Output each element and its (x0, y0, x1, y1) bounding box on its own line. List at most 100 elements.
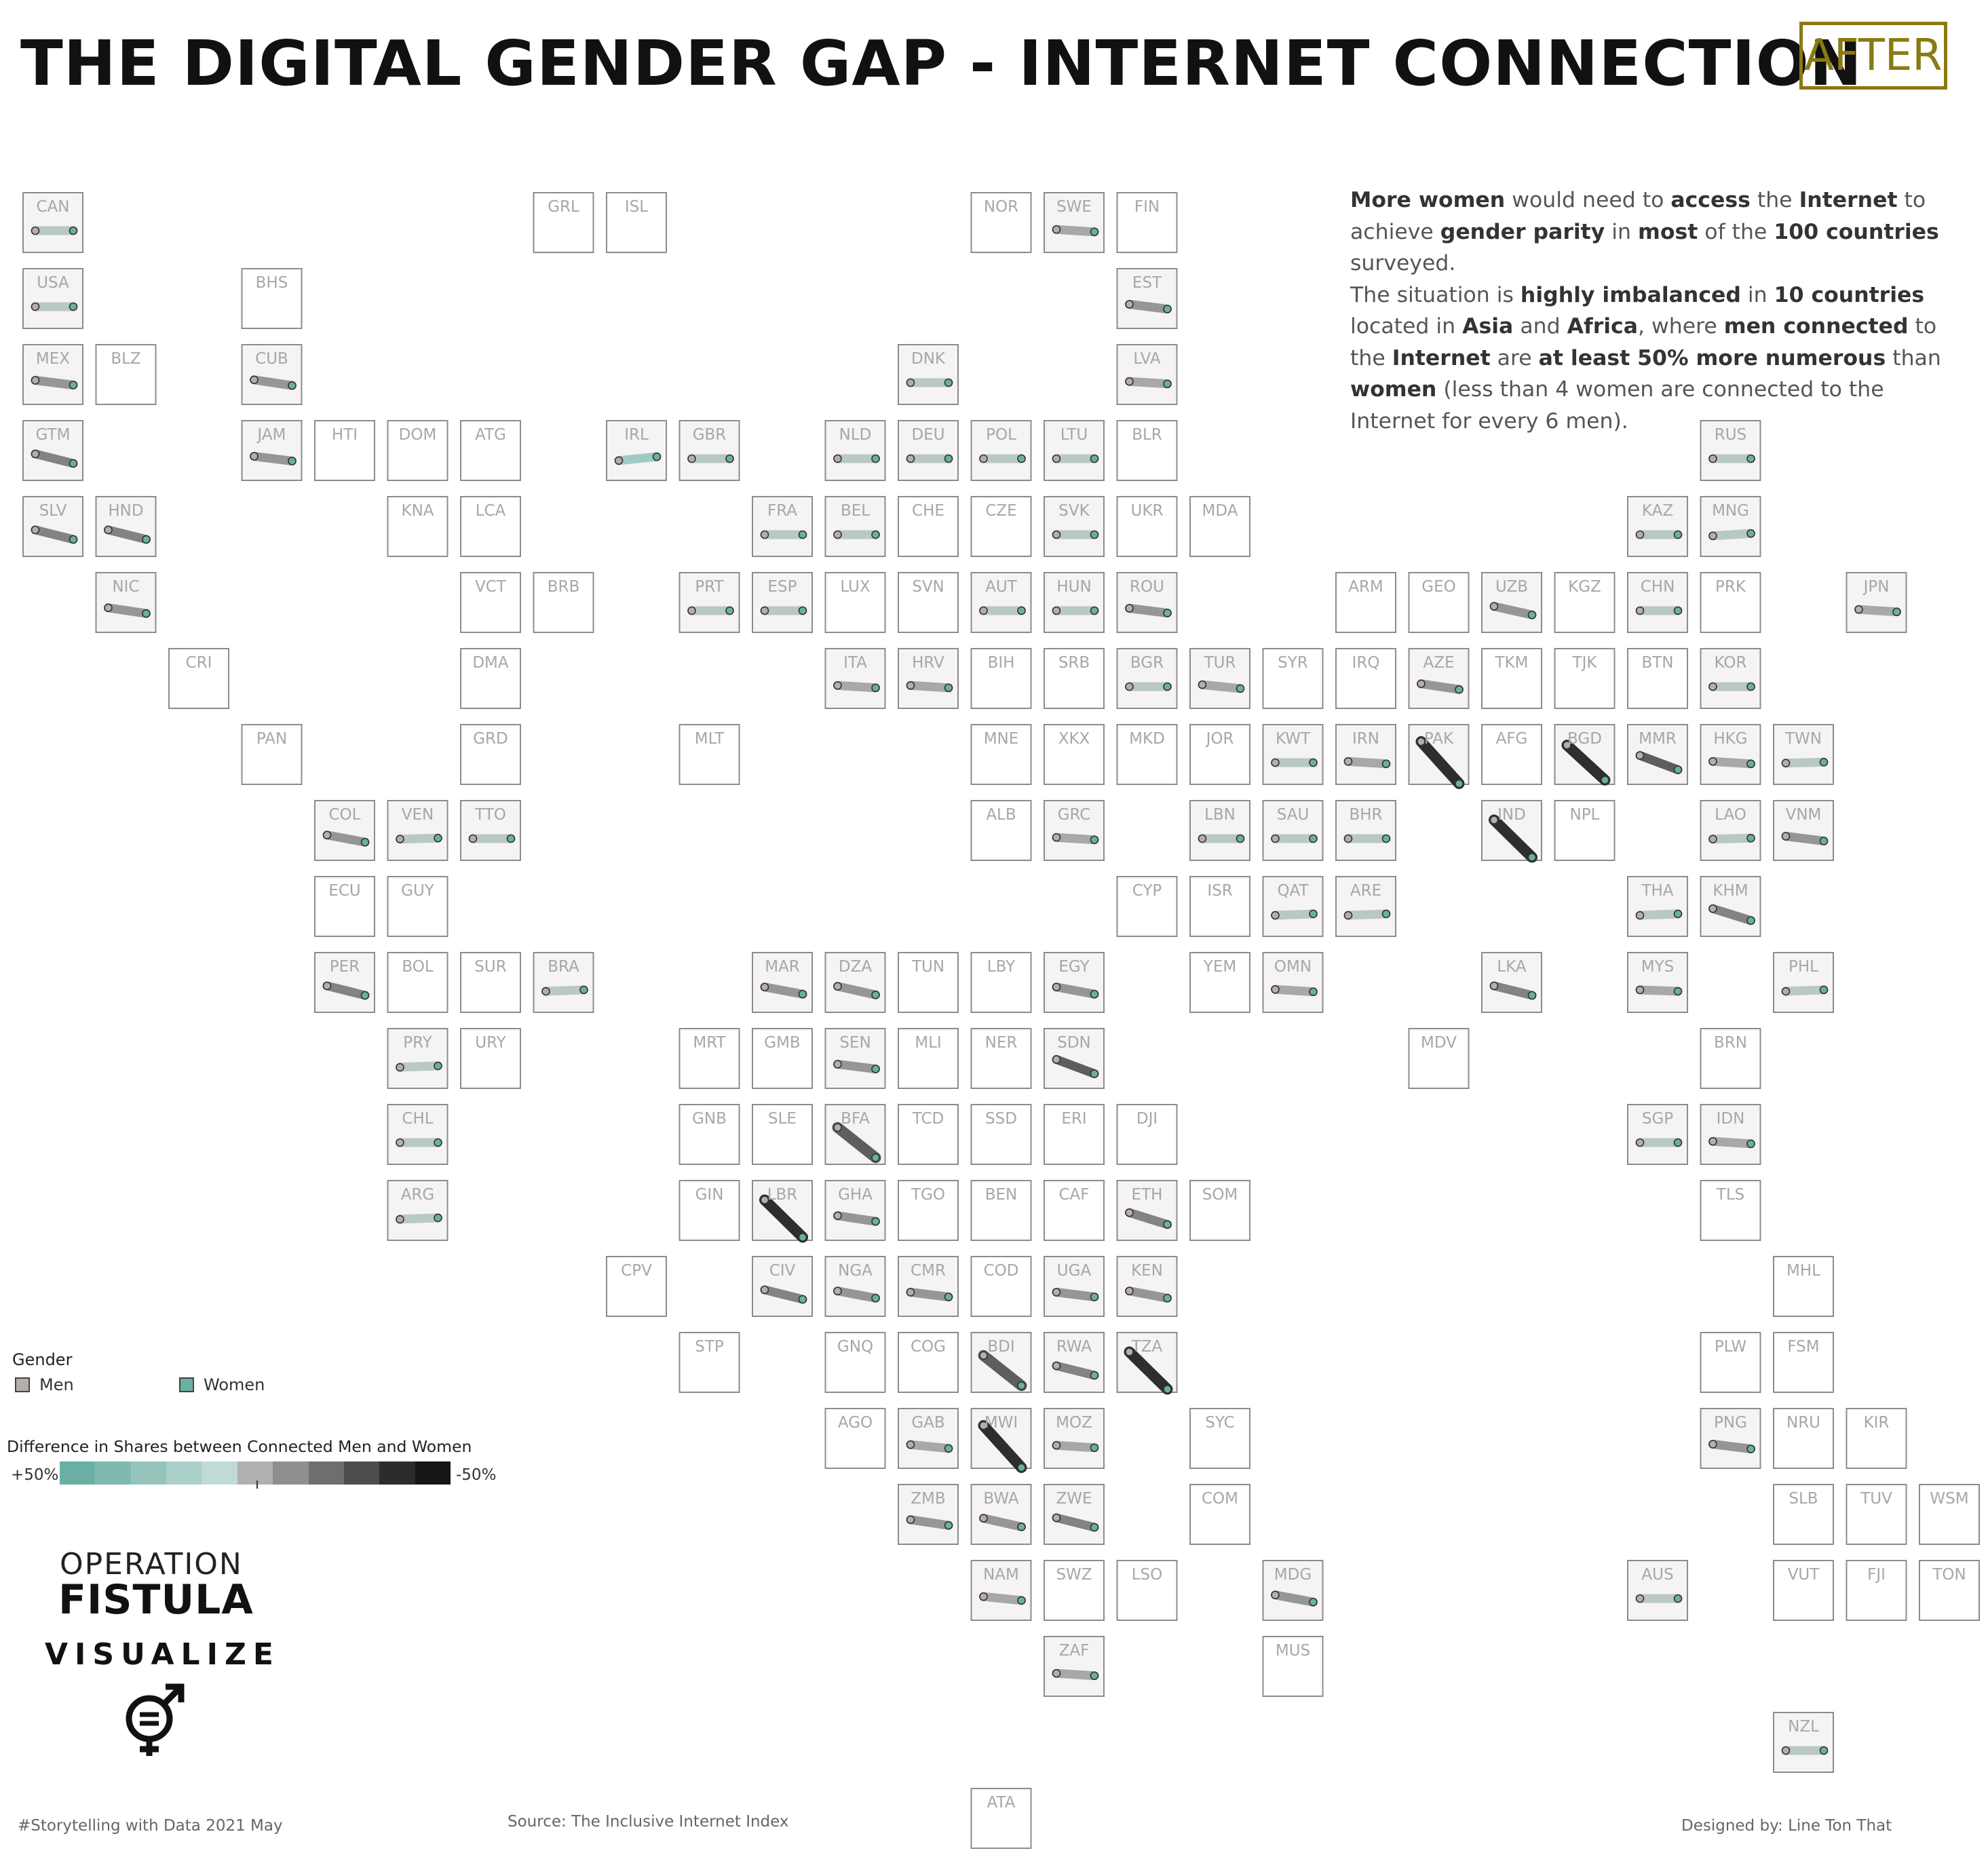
country-tile-can[interactable]: CAN (22, 192, 83, 253)
country-tile-cze[interactable]: CZE (970, 496, 1032, 557)
country-tile-per[interactable]: PER (314, 952, 375, 1013)
country-tile-gnq[interactable]: GNQ (824, 1332, 886, 1393)
country-tile-ton[interactable]: TON (1919, 1560, 1980, 1621)
country-tile-bra[interactable]: BRA (533, 952, 594, 1013)
country-tile-fin[interactable]: FIN (1116, 192, 1178, 253)
legend-item-men[interactable]: Men (15, 1375, 74, 1394)
country-tile-ago[interactable]: AGO (824, 1408, 886, 1469)
country-tile-mne[interactable]: MNE (970, 724, 1032, 785)
country-tile-nam[interactable]: NAM (970, 1560, 1032, 1621)
country-tile-vct[interactable]: VCT (460, 572, 521, 633)
country-tile-pan[interactable]: PAN (241, 724, 303, 785)
country-tile-usa[interactable]: USA (22, 268, 83, 329)
country-tile-tha[interactable]: THA (1627, 876, 1688, 937)
country-tile-mwi[interactable]: MWI (970, 1408, 1032, 1473)
country-tile-rwa[interactable]: RWA (1044, 1332, 1105, 1393)
country-tile-tls[interactable]: TLS (1700, 1180, 1761, 1241)
country-tile-ven[interactable]: VEN (387, 800, 448, 861)
country-tile-are[interactable]: ARE (1335, 876, 1396, 937)
country-tile-moz[interactable]: MOZ (1044, 1408, 1105, 1469)
country-tile-pak[interactable]: PAK (1408, 724, 1470, 789)
country-tile-tgo[interactable]: TGO (898, 1180, 959, 1241)
country-tile-ata[interactable]: ATA (970, 1788, 1032, 1849)
country-tile-zmb[interactable]: ZMB (898, 1484, 959, 1545)
country-tile-pry[interactable]: PRY (387, 1028, 448, 1089)
country-tile-kgz[interactable]: KGZ (1554, 572, 1616, 633)
country-tile-mmr[interactable]: MMR (1627, 724, 1688, 785)
country-tile-jpn[interactable]: JPN (1846, 572, 1907, 633)
country-tile-nld[interactable]: NLD (824, 420, 886, 481)
country-tile-ken[interactable]: KEN (1116, 1256, 1178, 1317)
country-tile-svn[interactable]: SVN (898, 572, 959, 633)
country-tile-sdn[interactable]: SDN (1044, 1028, 1105, 1089)
country-tile-cod[interactable]: COD (970, 1256, 1032, 1317)
country-tile-mar[interactable]: MAR (752, 952, 813, 1013)
country-tile-cpv[interactable]: CPV (606, 1256, 667, 1317)
country-tile-ita[interactable]: ITA (824, 648, 886, 709)
country-tile-swe[interactable]: SWE (1044, 192, 1105, 253)
country-tile-omn[interactable]: OMN (1262, 952, 1324, 1013)
country-tile-syr[interactable]: SYR (1262, 648, 1324, 709)
country-tile-mex[interactable]: MEX (22, 344, 83, 405)
country-tile-mus[interactable]: MUS (1262, 1636, 1324, 1697)
country-tile-caf[interactable]: CAF (1044, 1180, 1105, 1241)
country-tile-mdv[interactable]: MDV (1408, 1028, 1470, 1089)
country-tile-blr[interactable]: BLR (1116, 420, 1178, 481)
country-tile-vnm[interactable]: VNM (1773, 800, 1834, 861)
country-tile-swz[interactable]: SWZ (1044, 1560, 1105, 1621)
country-tile-mkd[interactable]: MKD (1116, 724, 1178, 785)
country-tile-mrt[interactable]: MRT (678, 1028, 740, 1089)
country-tile-qat[interactable]: QAT (1262, 876, 1324, 937)
country-tile-lbn[interactable]: LBN (1189, 800, 1250, 861)
country-tile-mhl[interactable]: MHL (1773, 1256, 1834, 1317)
country-tile-bwa[interactable]: BWA (970, 1484, 1032, 1545)
country-tile-lao[interactable]: LAO (1700, 800, 1761, 861)
country-tile-mda[interactable]: MDA (1189, 496, 1250, 557)
country-tile-irl[interactable]: IRL (606, 420, 667, 481)
country-tile-kwt[interactable]: KWT (1262, 724, 1324, 785)
country-tile-khm[interactable]: KHM (1700, 876, 1761, 937)
country-tile-dma[interactable]: DMA (460, 648, 521, 709)
country-tile-gtm[interactable]: GTM (22, 420, 83, 481)
country-tile-guy[interactable]: GUY (387, 876, 448, 937)
country-tile-civ[interactable]: CIV (752, 1256, 813, 1317)
country-tile-isr[interactable]: ISR (1189, 876, 1250, 937)
country-tile-tur[interactable]: TUR (1189, 648, 1250, 709)
country-tile-vut[interactable]: VUT (1773, 1560, 1834, 1621)
country-tile-egy[interactable]: EGY (1044, 952, 1105, 1013)
country-tile-brb[interactable]: BRB (533, 572, 594, 633)
country-tile-npl[interactable]: NPL (1554, 800, 1616, 861)
country-tile-grd[interactable]: GRD (460, 724, 521, 785)
country-tile-irn[interactable]: IRN (1335, 724, 1396, 785)
country-tile-arg[interactable]: ARG (387, 1180, 448, 1241)
country-tile-fji[interactable]: FJI (1846, 1560, 1907, 1621)
country-tile-uga[interactable]: UGA (1044, 1256, 1105, 1317)
country-tile-arm[interactable]: ARM (1335, 572, 1396, 633)
country-tile-srb[interactable]: SRB (1044, 648, 1105, 709)
country-tile-mli[interactable]: MLI (898, 1028, 959, 1089)
country-tile-gab[interactable]: GAB (898, 1408, 959, 1469)
country-tile-hti[interactable]: HTI (314, 420, 375, 481)
country-tile-lby[interactable]: LBY (970, 952, 1032, 1013)
country-tile-svk[interactable]: SVK (1044, 496, 1105, 557)
country-tile-kor[interactable]: KOR (1700, 648, 1761, 709)
country-tile-bdi[interactable]: BDI (970, 1332, 1032, 1393)
country-tile-aus[interactable]: AUS (1627, 1560, 1688, 1621)
country-tile-tjk[interactable]: TJK (1554, 648, 1616, 709)
country-tile-pol[interactable]: POL (970, 420, 1032, 481)
country-tile-jor[interactable]: JOR (1189, 724, 1250, 785)
country-tile-nzl[interactable]: NZL (1773, 1712, 1834, 1773)
country-tile-blz[interactable]: BLZ (95, 344, 157, 405)
country-tile-uzb[interactable]: UZB (1481, 572, 1542, 633)
country-tile-ssd[interactable]: SSD (970, 1104, 1032, 1165)
country-tile-mdg[interactable]: MDG (1262, 1560, 1324, 1621)
country-tile-fsm[interactable]: FSM (1773, 1332, 1834, 1393)
country-tile-ury[interactable]: URY (460, 1028, 521, 1089)
country-tile-nic[interactable]: NIC (95, 572, 157, 633)
country-tile-cog[interactable]: COG (898, 1332, 959, 1393)
country-tile-slv[interactable]: SLV (22, 496, 83, 557)
country-tile-bhr[interactable]: BHR (1335, 800, 1396, 861)
country-tile-chn[interactable]: CHN (1627, 572, 1688, 633)
country-tile-prk[interactable]: PRK (1700, 572, 1761, 633)
country-tile-esp[interactable]: ESP (752, 572, 813, 633)
